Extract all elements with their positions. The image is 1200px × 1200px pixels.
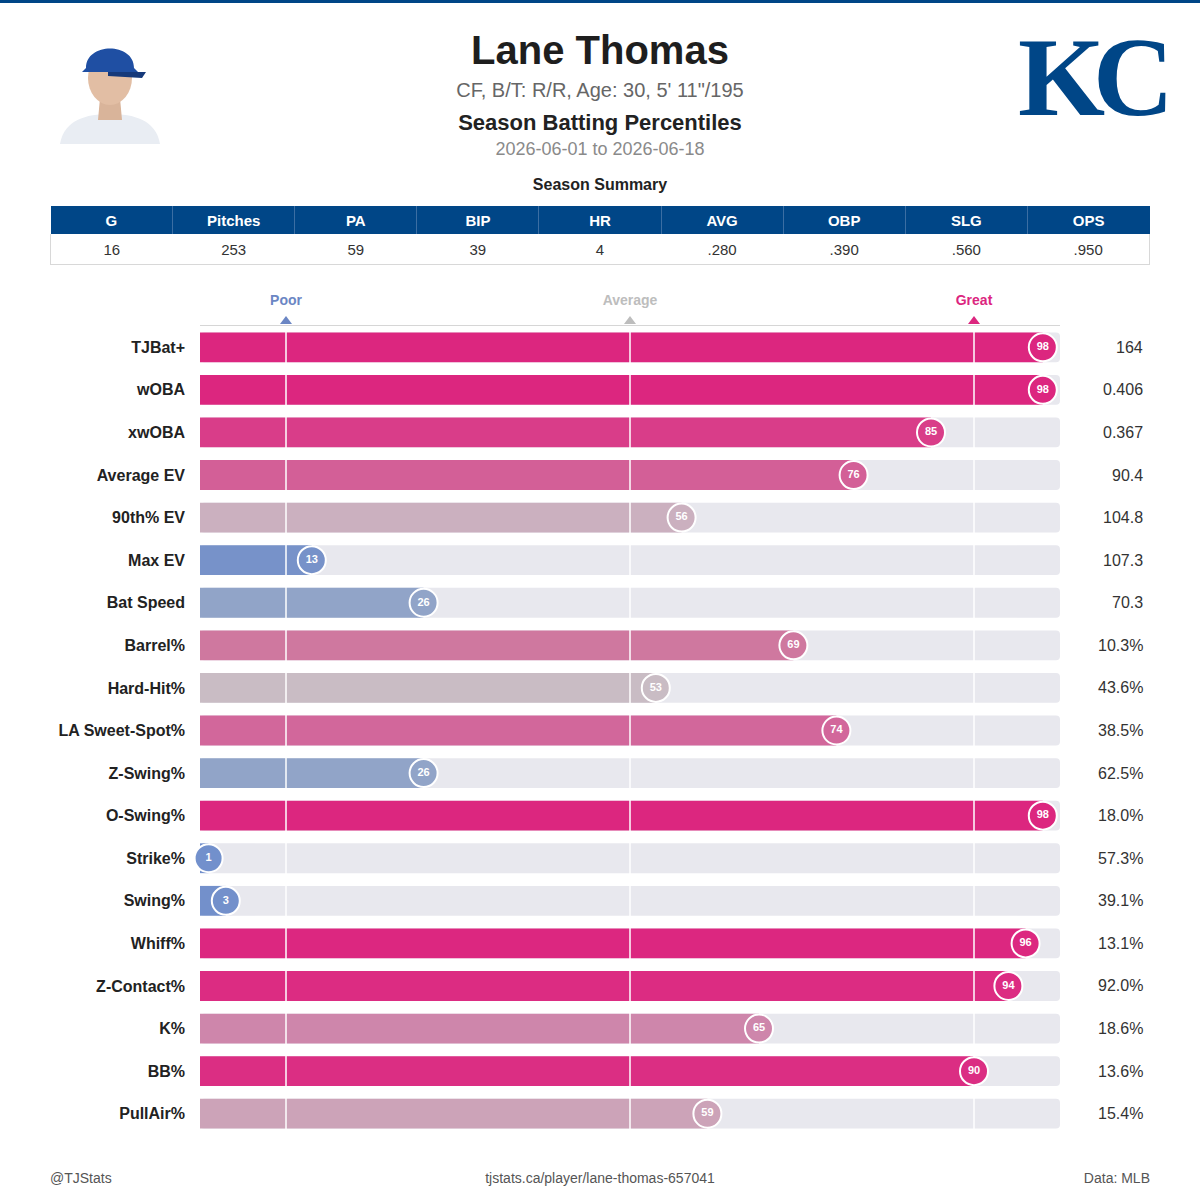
html-text:2026-06-01 to 2026-06-18: 2026-06-01 to 2026-06-18 [495, 139, 705, 159]
svg-text:3: 3 [223, 894, 229, 906]
svg-text:K%: K% [159, 1020, 185, 1037]
html-text:Season Summary: Season Summary [532, 176, 668, 193]
svg-text:69: 69 [787, 638, 799, 650]
svg-text:Poor: Poor [270, 292, 302, 308]
html-text:@TJStats: @TJStats [50, 1170, 112, 1186]
svg-text:59: 59 [701, 1106, 713, 1118]
svg-text:PullAir%: PullAir% [119, 1105, 185, 1122]
svg-text:1: 1 [206, 851, 212, 863]
svg-text:164: 164 [1116, 339, 1143, 356]
svg-text:Z-Contact%: Z-Contact% [96, 978, 185, 995]
html-text:253: 253 [221, 240, 247, 258]
svg-text:57.3%: 57.3% [1098, 850, 1143, 867]
svg-text:39.1%: 39.1% [1098, 892, 1143, 909]
svg-text:Average: Average [603, 292, 658, 308]
svg-text:Z-Swing%: Z-Swing% [109, 765, 185, 782]
svg-text:18.0%: 18.0% [1098, 807, 1143, 824]
svg-text:90.4: 90.4 [1112, 467, 1143, 484]
svg-text:Hard-Hit%: Hard-Hit% [108, 680, 185, 697]
svg-text:Average EV: Average EV [97, 467, 186, 484]
svg-text:76: 76 [847, 468, 859, 480]
html-text:Data: MLB: Data: MLB [1083, 1170, 1150, 1186]
svg-text:74: 74 [830, 723, 843, 735]
svg-text:56: 56 [675, 510, 687, 522]
svg-text:13.1%: 13.1% [1098, 935, 1143, 952]
svg-text:15.4%: 15.4% [1098, 1105, 1143, 1122]
svg-text:90: 90 [968, 1064, 980, 1076]
html-text:BIP: BIP [465, 211, 491, 229]
svg-text:53: 53 [650, 681, 662, 693]
html-text:.390: .390 [829, 240, 859, 258]
svg-text:13.6%: 13.6% [1098, 1063, 1143, 1080]
svg-text:0.367: 0.367 [1103, 424, 1143, 441]
html-text:OBP: OBP [828, 211, 861, 229]
html-text:PA: PA [345, 211, 366, 229]
svg-text:104.8: 104.8 [1103, 509, 1143, 526]
svg-text:85: 85 [925, 425, 937, 437]
html-text:Lane Thomas: Lane Thomas [471, 28, 729, 72]
html-text:KC: KC [1018, 15, 1162, 139]
svg-text:38.5%: 38.5% [1098, 722, 1143, 739]
html-text:CF, B/T: R/R, Age: 30, 5' 11"/: CF, B/T: R/R, Age: 30, 5' 11"/195 [456, 79, 744, 101]
svg-text:70.3: 70.3 [1112, 594, 1143, 611]
svg-text:Swing%: Swing% [124, 892, 185, 909]
svg-text:wOBA: wOBA [136, 381, 185, 398]
svg-text:Bat Speed: Bat Speed [107, 594, 185, 611]
html-text:.560: .560 [951, 240, 981, 258]
html-text:HR: HR [589, 211, 611, 229]
html-text:Season Batting Percentiles: Season Batting Percentiles [458, 110, 742, 135]
svg-text:43.6%: 43.6% [1098, 679, 1143, 696]
svg-text:107.3: 107.3 [1103, 552, 1143, 569]
svg-text:65: 65 [753, 1021, 765, 1033]
svg-text:BB%: BB% [148, 1063, 185, 1080]
svg-text:98: 98 [1037, 808, 1049, 820]
svg-text:Strike%: Strike% [126, 850, 185, 867]
svg-text:26: 26 [417, 766, 429, 778]
html-text:.950: .950 [1073, 240, 1103, 258]
html-text:Pitches: Pitches [207, 211, 261, 229]
svg-text:Max EV: Max EV [128, 552, 185, 569]
html-text:SLG: SLG [950, 211, 982, 229]
svg-text:90th% EV: 90th% EV [112, 509, 185, 526]
svg-text:TJBat+: TJBat+ [131, 339, 185, 356]
html-text:59: 59 [347, 240, 365, 258]
svg-text:96: 96 [1019, 936, 1031, 948]
svg-text:Barrel%: Barrel% [125, 637, 185, 654]
html-text:16: 16 [103, 240, 121, 258]
svg-text:LA Sweet-Spot%: LA Sweet-Spot% [58, 722, 185, 739]
html-text:.280: .280 [707, 240, 737, 258]
html-text:39: 39 [469, 240, 487, 258]
html-text:4: 4 [595, 240, 605, 258]
svg-text:98: 98 [1037, 383, 1049, 395]
svg-text:0.406: 0.406 [1103, 381, 1143, 398]
svg-text:Great: Great [956, 292, 993, 308]
svg-text:10.3%: 10.3% [1098, 637, 1143, 654]
svg-text:Whiff%: Whiff% [131, 935, 185, 952]
svg-text:26: 26 [417, 596, 429, 608]
svg-text:13: 13 [306, 553, 318, 565]
svg-text:98: 98 [1037, 340, 1049, 352]
svg-text:92.0%: 92.0% [1098, 977, 1143, 994]
svg-text:18.6%: 18.6% [1098, 1020, 1143, 1037]
html-text:OPS: OPS [1072, 211, 1105, 229]
svg-text:xwOBA: xwOBA [128, 424, 185, 441]
svg-text:94: 94 [1002, 979, 1015, 991]
html-text:AVG: AVG [706, 211, 738, 229]
html-text:tjstats.ca/player/lane-thomas-: tjstats.ca/player/lane-thomas-657041 [485, 1170, 715, 1186]
svg-text:62.5%: 62.5% [1098, 765, 1143, 782]
html-text:G: G [105, 211, 118, 229]
svg-text:O-Swing%: O-Swing% [106, 807, 185, 824]
